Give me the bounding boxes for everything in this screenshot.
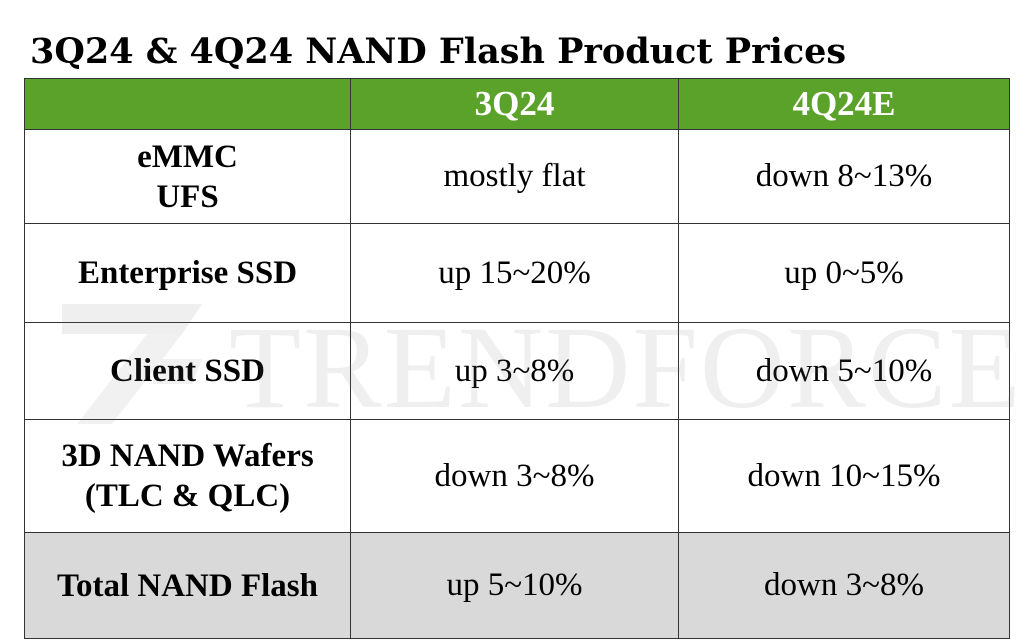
table-header-row: 3Q24 4Q24E [24,78,1010,130]
row-label: 3D NAND Wafers (TLC & QLC) [24,419,351,533]
row-label: eMMC UFS [24,129,351,224]
row-label-line: eMMC [137,138,238,175]
table-row: Enterprise SSD up 15~20% up 0~5% [24,223,1010,323]
cell-4q24e: up 0~5% [678,223,1010,323]
header-3q24: 3Q24 [350,78,679,130]
page-title: 3Q24 & 4Q24 NAND Flash Product Prices [30,31,847,72]
row-label-line: 3D NAND Wafers [61,438,314,474]
row-label: Enterprise SSD [24,223,351,323]
table-row-total: Total NAND Flash up 5~10% down 3~8% [24,532,1010,639]
row-label-line: Enterprise SSD [77,255,298,291]
cell-4q24e: down 5~10% [678,322,1010,420]
table-row: Client SSD up 3~8% down 5~10% [24,322,1010,420]
row-label-line: UFS [156,178,219,215]
price-table: 3Q24 4Q24E eMMC UFS mostly flat down 8~1… [24,78,1010,639]
row-label-line: Client SSD [110,353,265,389]
cell-4q24e: down 10~15% [678,419,1010,533]
cell-4q24e: down 8~13% [678,129,1010,224]
header-4q24e: 4Q24E [678,78,1010,130]
row-label: Total NAND Flash [24,532,351,639]
cell-3q24: up 5~10% [350,532,679,639]
cell-3q24: up 15~20% [350,223,679,323]
header-product [24,78,351,130]
cell-3q24: mostly flat [350,129,679,224]
row-label-line: Total NAND Flash [57,567,318,604]
table-row: 3D NAND Wafers (TLC & QLC) down 3~8% dow… [24,419,1010,533]
table-row: eMMC UFS mostly flat down 8~13% [24,129,1010,224]
row-label-line: (TLC & QLC) [84,478,291,514]
cell-4q24e: down 3~8% [678,532,1010,639]
cell-3q24: up 3~8% [350,322,679,420]
row-label: Client SSD [24,322,351,420]
cell-3q24: down 3~8% [350,419,679,533]
